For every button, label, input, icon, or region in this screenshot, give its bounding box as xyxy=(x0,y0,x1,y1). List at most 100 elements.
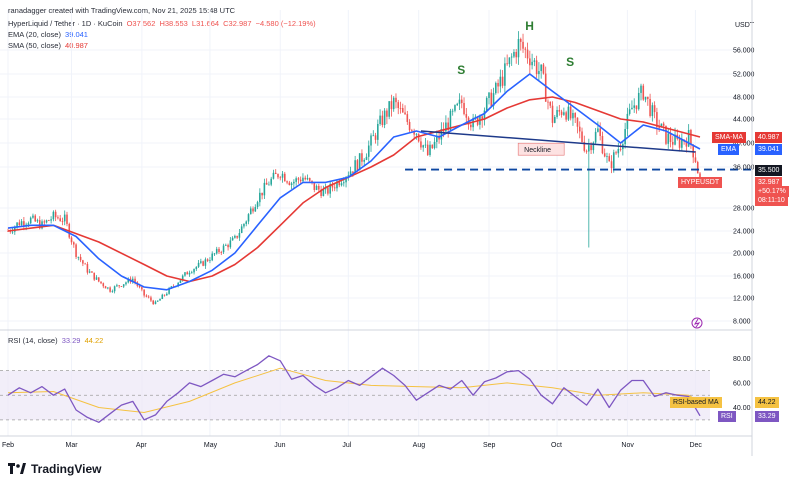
candle-body xyxy=(667,133,670,144)
candle-body xyxy=(588,145,590,152)
candle-body xyxy=(653,105,656,113)
candle-body xyxy=(218,248,220,253)
candle-body xyxy=(356,160,359,171)
candle-body xyxy=(97,277,100,282)
last-price-tag-label: HYPEUSDT xyxy=(678,177,723,189)
rsi-tick-label: 60.00 xyxy=(733,380,751,387)
grid xyxy=(0,10,752,436)
sma-legend-label: SMA (50, close) xyxy=(8,41,61,50)
neckline-label-box xyxy=(517,142,565,156)
candle-body xyxy=(318,185,320,190)
candle-body xyxy=(52,211,55,220)
candle-body xyxy=(352,171,354,173)
candle-body xyxy=(556,109,558,118)
y-tick-label: 44.000 xyxy=(733,117,755,124)
candle-body xyxy=(293,181,295,184)
currency-label: USDT xyxy=(735,22,755,29)
candle-body xyxy=(315,185,318,190)
candle-body xyxy=(211,253,213,261)
candle-body xyxy=(361,153,363,162)
neckline xyxy=(420,130,696,153)
candle-body xyxy=(100,281,102,284)
candle-body xyxy=(188,272,191,275)
candle-body xyxy=(34,215,37,222)
candle-body xyxy=(297,178,300,180)
candle-body xyxy=(152,300,155,305)
candle-body xyxy=(261,192,263,196)
x-tick-label: Jun xyxy=(274,442,285,449)
candle-body xyxy=(84,263,86,265)
candle-body xyxy=(615,152,617,154)
candle-body xyxy=(619,149,622,150)
candle-body xyxy=(32,215,34,218)
candle-body xyxy=(102,283,105,287)
candle-body xyxy=(320,189,322,197)
candle-body xyxy=(259,192,261,203)
candle-body xyxy=(372,135,375,137)
candle-body xyxy=(404,112,406,115)
candle-body xyxy=(415,133,418,135)
ohlc-change: −4.580 (−12.19%) xyxy=(255,19,316,28)
sma-legend[interactable]: SMA (50, close) 40.987 xyxy=(8,41,90,50)
candle-body xyxy=(558,109,561,112)
ema-legend[interactable]: EMA (20, close) 39.041 xyxy=(8,30,90,39)
x-tick-label: Jul xyxy=(342,442,351,449)
candle-body xyxy=(256,202,259,208)
ohlc-open: O37.562 xyxy=(126,19,156,28)
candle-body xyxy=(254,207,257,212)
candle-body xyxy=(125,282,127,285)
candle-body xyxy=(642,85,645,100)
candle-body xyxy=(590,145,592,151)
last-price-tag-value: 32.987 xyxy=(755,177,783,189)
candle-body xyxy=(14,226,16,232)
candle-body xyxy=(647,96,649,99)
candle-body xyxy=(265,182,268,185)
candle-body xyxy=(492,93,495,107)
candle-body xyxy=(658,127,660,128)
candle-body xyxy=(483,110,486,121)
candle-body xyxy=(690,130,692,145)
candle-body xyxy=(565,112,567,120)
candle-body xyxy=(465,114,468,118)
candle-body xyxy=(231,237,234,241)
candle-body xyxy=(506,63,508,65)
candle-body xyxy=(270,178,272,185)
candle-body xyxy=(229,240,232,248)
candle-body xyxy=(154,301,157,305)
y-tick-label: 28.000 xyxy=(733,206,755,213)
ohlc-low: L31.664 xyxy=(191,19,220,28)
candle-body xyxy=(281,173,284,178)
candle-body xyxy=(603,153,606,157)
candles xyxy=(7,31,701,305)
candle-body xyxy=(644,96,647,100)
candle-body xyxy=(485,97,488,111)
candle-body xyxy=(225,244,227,246)
candle-body xyxy=(195,266,198,270)
candle-body xyxy=(48,220,50,222)
candle-body xyxy=(551,105,554,123)
candle-body xyxy=(206,259,209,262)
tradingview-logo[interactable]: TradingView xyxy=(8,462,101,476)
candle-body xyxy=(660,123,663,128)
head-label: H xyxy=(525,19,534,33)
candle-body xyxy=(538,71,540,75)
candle-body xyxy=(540,64,542,72)
candle-body xyxy=(567,106,570,120)
candle-body xyxy=(681,139,683,148)
candle-body xyxy=(411,130,413,131)
candle-body xyxy=(272,172,275,179)
candle-body xyxy=(16,222,18,227)
candle-body xyxy=(145,295,148,297)
candle-body xyxy=(156,300,159,302)
rsi-line xyxy=(7,355,701,423)
candle-body xyxy=(628,109,631,114)
symbol-title[interactable]: HyperLiquid / Tether · 1D · KuCoin xyxy=(8,19,123,28)
candle-body xyxy=(168,288,170,294)
candle-body xyxy=(490,92,493,107)
x-tick-label: Mar xyxy=(66,442,79,449)
candle-body xyxy=(519,39,522,42)
candle-body xyxy=(134,278,136,283)
candle-body xyxy=(88,271,91,273)
candle-body xyxy=(617,149,620,154)
